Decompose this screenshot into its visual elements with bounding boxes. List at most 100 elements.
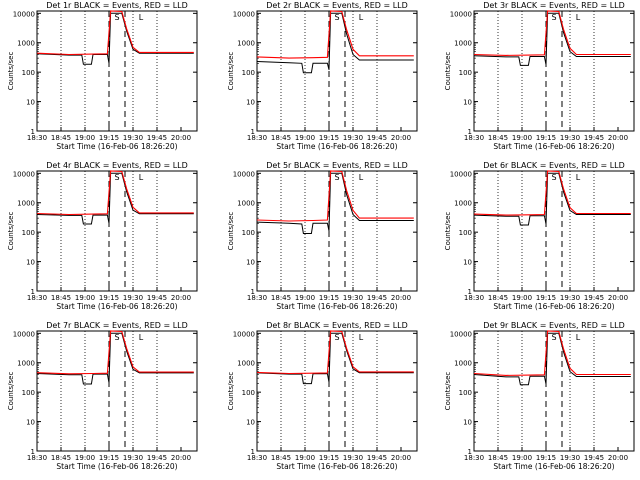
x-tick-label: 20:00 <box>391 454 411 462</box>
y-tick-label: 10 <box>26 99 35 107</box>
y-axis-label: Counts/sec <box>7 52 15 91</box>
x-tick-label: 18:30 <box>464 134 484 142</box>
lld-series-line <box>256 170 414 222</box>
x-tick-label: 19:30 <box>560 134 580 142</box>
y-tick-label: 1000 <box>237 360 255 368</box>
y-tick-label: 10 <box>246 259 255 267</box>
y-tick-label: 100 <box>22 69 35 77</box>
y-tick-label: 10 <box>246 419 255 427</box>
lld-series-line <box>473 330 631 376</box>
x-tick-label: 19:45 <box>367 454 387 462</box>
x-tick-label: 18:45 <box>271 454 291 462</box>
y-tick-label: 10 <box>26 419 35 427</box>
marker-annotation: L <box>576 13 581 22</box>
marker-annotation: S <box>114 333 119 342</box>
panel-det-9: Det 9r BLACK = Events, RED = LLD 1 10 100 10… <box>444 321 635 471</box>
x-tick-label: 18:30 <box>27 134 47 142</box>
y-axis-label: Counts/sec <box>444 372 452 411</box>
panel-title: Det 8r BLACK = Events, RED = LLD <box>266 321 408 330</box>
y-tick-label: 1000 <box>454 200 472 208</box>
x-tick-label: 19:00 <box>75 294 95 302</box>
x-axis-label: Start Time (16-Feb-06 18:26:20) <box>276 142 397 151</box>
x-tick-label: 19:30 <box>343 134 363 142</box>
events-series-line <box>36 12 194 65</box>
x-tick-label: 19:15 <box>99 454 119 462</box>
y-tick-label: 1 <box>251 128 255 136</box>
x-tick-label: 19:15 <box>536 294 556 302</box>
y-axis-label: Counts/sec <box>227 372 235 411</box>
panel-title: Det 5r BLACK = Events, RED = LLD <box>266 161 408 170</box>
y-tick-label: 100 <box>459 69 472 77</box>
y-tick-label: 10 <box>463 99 472 107</box>
panel-title: Det 9r BLACK = Events, RED = LLD <box>483 321 625 330</box>
x-tick-label: 18:30 <box>247 134 267 142</box>
events-series-line <box>256 332 414 385</box>
x-tick-label: 19:00 <box>295 454 315 462</box>
x-tick-label: 18:30 <box>247 454 267 462</box>
x-tick-label: 19:00 <box>295 134 315 142</box>
y-tick-label: 1 <box>31 448 35 456</box>
panel-det-8: Det 8r BLACK = Events, RED = LLD 1 10 100 10… <box>227 321 418 471</box>
y-axis-label: Counts/sec <box>7 212 15 251</box>
lld-series-line <box>256 10 414 59</box>
x-axis-label: Start Time (16-Feb-06 18:26:20) <box>493 302 614 311</box>
lld-series-line <box>473 170 631 216</box>
y-tick-label: 10 <box>246 99 255 107</box>
x-tick-label: 18:30 <box>247 294 267 302</box>
panel-det-6: Det 6r BLACK = Events, RED = LLD 1 10 100 10… <box>444 161 635 311</box>
y-tick-label: 10000 <box>450 330 472 338</box>
x-tick-label: 18:45 <box>488 134 508 142</box>
y-axis-label: Counts/sec <box>444 212 452 251</box>
y-tick-label: 1000 <box>17 40 35 48</box>
x-tick-label: 18:45 <box>271 294 291 302</box>
y-axis-label: Counts/sec <box>7 372 15 411</box>
x-tick-label: 19:00 <box>75 134 95 142</box>
x-tick-label: 20:00 <box>171 294 191 302</box>
marker-annotation: L <box>359 333 364 342</box>
x-tick-label: 19:00 <box>512 454 532 462</box>
x-tick-label: 18:45 <box>51 454 71 462</box>
panel-det-4: Det 4r BLACK = Events, RED = LLD 1 10 100 10… <box>7 161 198 311</box>
x-tick-label: 19:45 <box>584 294 604 302</box>
x-tick-label: 19:15 <box>319 294 339 302</box>
y-tick-label: 100 <box>242 229 255 237</box>
x-tick-label: 20:00 <box>171 454 191 462</box>
marker-annotation: L <box>576 173 581 182</box>
x-tick-label: 19:45 <box>147 294 167 302</box>
panel-det-7: Det 7r BLACK = Events, RED = LLD 1 10 100 10… <box>7 321 198 471</box>
marker-annotation: L <box>139 333 144 342</box>
marker-annotation: S <box>551 333 556 342</box>
lld-series-line <box>256 330 414 375</box>
x-axis-label: Start Time (16-Feb-06 18:26:20) <box>276 462 397 471</box>
x-tick-label: 19:30 <box>560 454 580 462</box>
events-series-line <box>256 12 414 74</box>
y-tick-label: 1000 <box>237 40 255 48</box>
y-tick-label: 1 <box>251 448 255 456</box>
x-axis-label: Start Time (16-Feb-06 18:26:20) <box>493 142 614 151</box>
y-tick-label: 1000 <box>17 200 35 208</box>
x-tick-label: 19:15 <box>536 454 556 462</box>
y-tick-label: 10000 <box>450 170 472 178</box>
y-tick-label: 1 <box>468 128 472 136</box>
lld-series-line <box>36 330 194 375</box>
marker-annotation: L <box>359 13 364 22</box>
x-tick-label: 18:30 <box>464 454 484 462</box>
lld-series-line <box>473 10 631 56</box>
marker-annotation: S <box>334 173 339 182</box>
marker-annotation: L <box>359 173 364 182</box>
y-tick-label: 1 <box>251 288 255 296</box>
x-axis-label: Start Time (16-Feb-06 18:26:20) <box>276 302 397 311</box>
y-tick-label: 100 <box>459 229 472 237</box>
panel-det-2: Det 2r BLACK = Events, RED = LLD 1 10 100 10… <box>227 1 418 151</box>
y-axis-label: Counts/sec <box>444 52 452 91</box>
marker-annotation: S <box>551 173 556 182</box>
x-tick-label: 18:45 <box>271 134 291 142</box>
panel-title: Det 6r BLACK = Events, RED = LLD <box>483 161 625 170</box>
y-tick-label: 10000 <box>13 170 35 178</box>
y-tick-label: 1000 <box>237 200 255 208</box>
y-axis-label: Counts/sec <box>227 52 235 91</box>
x-tick-label: 18:45 <box>51 134 71 142</box>
y-tick-label: 10 <box>26 259 35 267</box>
x-tick-label: 18:30 <box>464 294 484 302</box>
